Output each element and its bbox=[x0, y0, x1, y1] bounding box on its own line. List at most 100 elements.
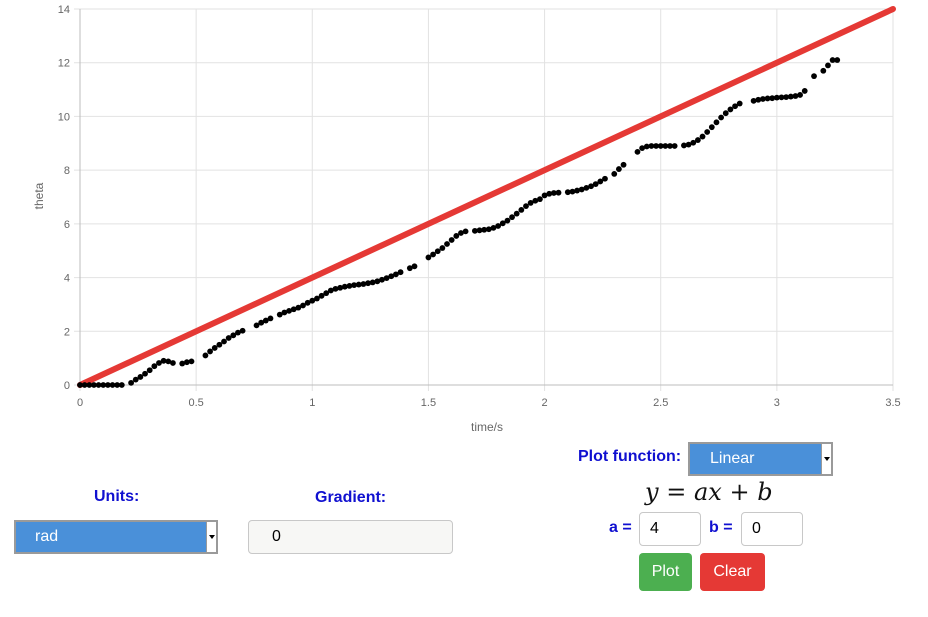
data-point bbox=[713, 119, 720, 126]
data-point bbox=[160, 357, 167, 364]
b-input[interactable] bbox=[741, 512, 803, 546]
data-point bbox=[829, 57, 836, 63]
b-label: b = bbox=[709, 519, 733, 536]
data-point bbox=[235, 329, 241, 336]
data-point bbox=[341, 283, 348, 290]
data-point bbox=[383, 275, 390, 282]
data-point bbox=[91, 382, 97, 388]
data-point bbox=[727, 106, 734, 113]
data-point bbox=[351, 282, 357, 288]
data-point bbox=[643, 143, 650, 150]
data-point bbox=[834, 57, 841, 63]
data-point bbox=[388, 273, 395, 280]
data-point bbox=[546, 190, 553, 197]
data-point bbox=[588, 183, 594, 190]
data-point bbox=[151, 363, 158, 370]
y-axis-label: theta bbox=[32, 182, 46, 209]
data-point bbox=[81, 382, 88, 388]
chevron-down-icon bbox=[821, 444, 831, 474]
data-point bbox=[281, 309, 288, 316]
data-point bbox=[346, 282, 353, 289]
x-tick-label: 2.5 bbox=[653, 397, 668, 409]
x-tick-label: 0 bbox=[77, 397, 83, 409]
data-point bbox=[86, 382, 93, 388]
data-point bbox=[537, 196, 543, 203]
formula-b: b bbox=[757, 478, 773, 506]
data-point bbox=[555, 189, 562, 196]
data-point bbox=[300, 302, 306, 309]
data-point bbox=[787, 93, 794, 100]
data-point bbox=[207, 348, 213, 355]
data-point bbox=[309, 297, 316, 304]
data-point bbox=[578, 186, 585, 193]
data-point bbox=[188, 358, 195, 365]
data-point bbox=[764, 95, 771, 102]
plot-button[interactable]: Plot bbox=[639, 553, 692, 591]
data-point bbox=[616, 166, 622, 172]
gradient-field[interactable] bbox=[248, 520, 453, 554]
x-tick-labels: 0 0.5 1 1.5 2 2.5 3 3.5 bbox=[77, 397, 901, 409]
data-point bbox=[314, 295, 320, 302]
data-point bbox=[165, 358, 172, 365]
gradient-label: Gradient: bbox=[315, 489, 387, 506]
data-point bbox=[448, 237, 455, 243]
data-point bbox=[773, 94, 780, 101]
data-point bbox=[602, 175, 608, 182]
data-point bbox=[704, 129, 711, 135]
data-point bbox=[146, 367, 153, 374]
theta-vs-time-chart: 0 0.5 1 1.5 2 2.5 3 3.5 0 2 4 6 8 10 12 14 time/s thet… bbox=[32, 4, 901, 434]
y-tick-label: 14 bbox=[58, 4, 70, 16]
data-point bbox=[527, 200, 534, 206]
x-tick-label: 3 bbox=[774, 397, 780, 409]
formula-equals: = bbox=[666, 478, 687, 506]
data-point bbox=[694, 137, 701, 143]
data-point bbox=[760, 96, 766, 102]
chevron-down-icon bbox=[206, 522, 216, 552]
data-point bbox=[634, 148, 641, 155]
data-point bbox=[792, 93, 799, 99]
data-point bbox=[490, 224, 497, 231]
a-input[interactable] bbox=[639, 512, 701, 546]
data-point bbox=[379, 276, 385, 283]
data-point bbox=[262, 317, 269, 324]
x-tick-label: 1.5 bbox=[421, 397, 436, 409]
plot-function-value: Linear bbox=[710, 450, 755, 467]
data-point bbox=[434, 248, 441, 255]
data-point bbox=[518, 206, 525, 213]
data-point bbox=[722, 110, 729, 117]
plot-function-select[interactable]: Linear bbox=[688, 442, 833, 476]
data-point bbox=[253, 322, 260, 329]
x-tick-label: 3.5 bbox=[885, 397, 900, 409]
data-point bbox=[639, 145, 646, 152]
data-point bbox=[211, 345, 218, 351]
data-point bbox=[444, 241, 450, 247]
data-point bbox=[95, 382, 102, 388]
data-point bbox=[569, 188, 576, 195]
data-point bbox=[276, 311, 283, 318]
data-point bbox=[620, 161, 627, 168]
data-point bbox=[179, 360, 186, 367]
data-point bbox=[128, 379, 135, 386]
data-point bbox=[597, 178, 604, 185]
clear-button[interactable]: Clear bbox=[700, 553, 765, 591]
data-point bbox=[750, 97, 757, 104]
formula-display: y = ax + b bbox=[645, 478, 773, 506]
data-point bbox=[397, 269, 404, 276]
data-point bbox=[258, 319, 265, 326]
formula-a: a bbox=[693, 478, 709, 506]
data-point bbox=[323, 290, 330, 297]
data-point bbox=[327, 287, 334, 294]
data-point bbox=[365, 280, 371, 287]
data-point bbox=[183, 359, 190, 366]
data-point bbox=[430, 251, 436, 258]
units-select[interactable]: rad bbox=[14, 520, 218, 554]
data-point bbox=[77, 382, 83, 388]
data-point bbox=[653, 143, 659, 149]
data-point bbox=[109, 382, 116, 388]
data-point bbox=[778, 94, 785, 101]
data-point bbox=[648, 143, 655, 149]
formula-x: x bbox=[708, 478, 722, 506]
data-point bbox=[541, 192, 548, 199]
data-point bbox=[657, 143, 664, 149]
data-point bbox=[574, 187, 580, 194]
